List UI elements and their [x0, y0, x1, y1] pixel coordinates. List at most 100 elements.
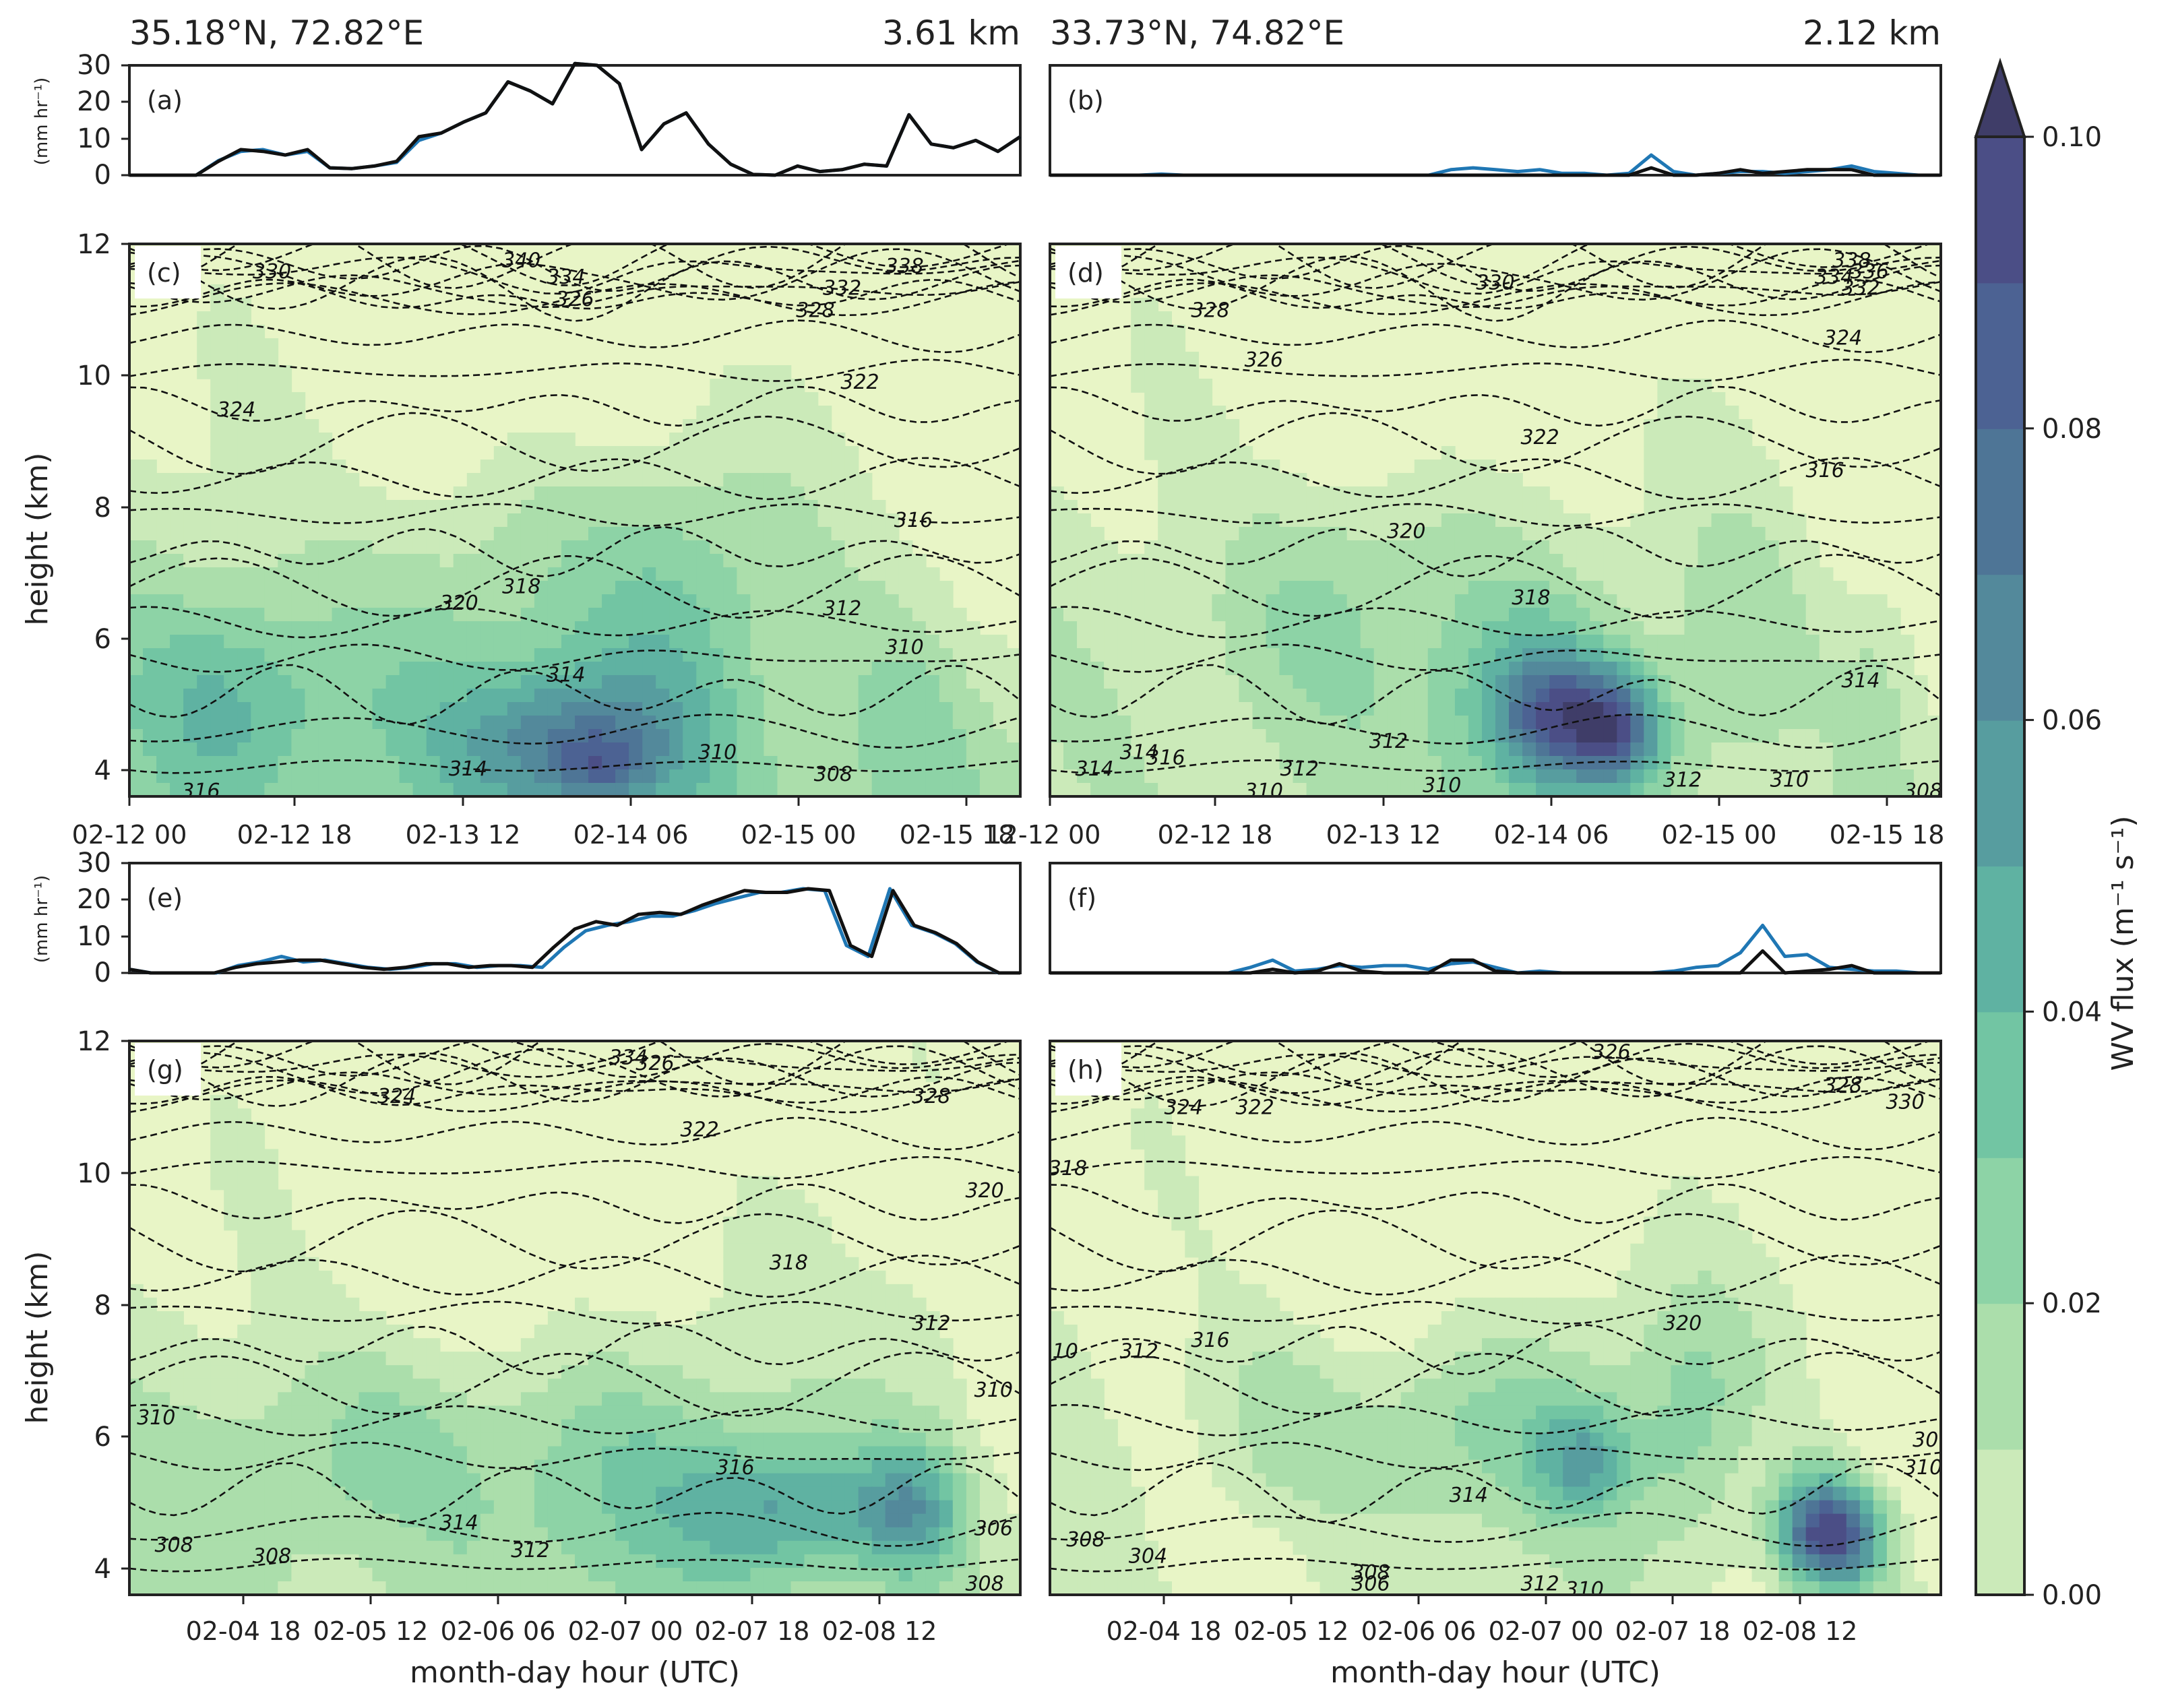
wv-flux-cell [305, 1392, 319, 1407]
wv-flux-cell [669, 540, 683, 555]
wv-flux-cell [1117, 702, 1131, 716]
wv-flux-cell [750, 1446, 765, 1461]
wv-flux-cell [710, 1567, 724, 1582]
wv-flux-cell [898, 1365, 913, 1379]
wv-flux-cell [1158, 460, 1172, 474]
wv-flux-cell [817, 1405, 832, 1420]
wv-flux-cell [305, 1284, 319, 1298]
wv-flux-cell [723, 1392, 738, 1407]
wv-flux-cell [1778, 662, 1793, 676]
wv-flux-cell [642, 581, 656, 595]
wv-flux-cell [1090, 716, 1105, 730]
wv-flux-cell [385, 1405, 400, 1420]
wv-flux-cell [237, 1365, 251, 1379]
wv-flux-cell [453, 1446, 468, 1461]
wv-flux-cell [1117, 756, 1131, 770]
wv-flux-cell [1414, 769, 1429, 784]
wv-flux-cell [143, 1297, 157, 1312]
wv-flux-cell [1144, 325, 1158, 339]
wv-flux-cell [143, 1405, 157, 1420]
wv-flux-cell [439, 621, 454, 635]
wv-flux-cell [345, 581, 360, 595]
wv-flux-cell [1549, 500, 1563, 514]
wv-flux-cell [480, 567, 495, 581]
wv-flux-cell [1698, 406, 1712, 420]
wv-flux-cell [1522, 621, 1536, 635]
wv-flux-cell [1050, 540, 1064, 555]
wv-flux-cell [723, 379, 738, 393]
wv-flux-cell [480, 1513, 495, 1528]
wv-flux-cell [332, 702, 346, 716]
wv-flux-cell [453, 702, 468, 716]
wv-flux-cell [264, 1311, 279, 1325]
xtick: 02-14 06 [1494, 820, 1609, 850]
xaxis-top-right: 12-12 00 02-12 18 02-13 12 02-14 06 02-1… [986, 796, 1944, 850]
wv-flux-cell [332, 1581, 346, 1595]
wv-flux-cell [332, 1405, 346, 1420]
wv-flux-cell [197, 635, 211, 649]
wv-flux-cell [210, 1486, 224, 1501]
wv-flux-cell [1185, 500, 1200, 514]
wv-flux-cell [507, 433, 522, 447]
wv-flux-cell [777, 1459, 792, 1474]
wv-flux-cell [224, 1419, 238, 1434]
wv-flux-cell [399, 729, 414, 743]
wv-flux-cell [615, 689, 629, 703]
wv-flux-cell [831, 1419, 846, 1434]
wv-flux-cell [1671, 446, 1685, 460]
theta-contour [1050, 385, 1941, 427]
contour-label: 308 [253, 1545, 291, 1569]
wv-flux-cell [547, 554, 562, 568]
wv-flux-cell [629, 1581, 643, 1595]
wv-flux-cell [345, 527, 360, 541]
wv-flux-cell [1536, 581, 1550, 595]
wv-flux-cell [1117, 742, 1131, 757]
wv-flux-cell [1536, 769, 1550, 784]
wv-flux-cell [1711, 1203, 1726, 1217]
wv-flux-cell [871, 1338, 886, 1352]
wv-flux-cell [439, 527, 454, 541]
wv-flux-cell [750, 554, 765, 568]
wv-flux-cell [1360, 702, 1375, 716]
wv-flux-cell [1252, 689, 1267, 703]
wv-flux-cell [669, 756, 683, 770]
wv-flux-cell [1522, 635, 1536, 649]
wv-flux-cell [251, 1527, 266, 1542]
wv-flux-cell [575, 716, 589, 730]
wv-flux-cell [777, 675, 792, 689]
wv-flux-cell [656, 554, 670, 568]
wv-flux-cell [683, 635, 697, 649]
wv-flux-cell [224, 635, 238, 649]
wv-flux-cell [615, 540, 629, 555]
wv-flux-cell [912, 1513, 927, 1528]
wv-flux-cell [1711, 742, 1726, 757]
wv-flux-cell [750, 1365, 765, 1379]
wv-flux-cell [332, 742, 346, 757]
wv-flux-cell [1185, 486, 1200, 501]
wv-flux-cell [1306, 662, 1321, 676]
wv-flux-cell [1279, 662, 1294, 676]
wv-flux-cell [183, 1365, 197, 1379]
wv-flux-cell [1698, 433, 1712, 447]
wv-flux-cell [385, 702, 400, 716]
wv-flux-cell [291, 1392, 306, 1407]
wv-flux-cell [1495, 702, 1510, 716]
wv-flux-cell [156, 689, 170, 703]
wv-flux-cell [1427, 473, 1442, 487]
wv-flux-cell [844, 1527, 859, 1542]
wv-flux-cell [1751, 675, 1766, 689]
wv-flux-cell [912, 1432, 927, 1447]
wv-flux-cell [1212, 689, 1226, 703]
wv-flux-cell [1131, 648, 1145, 662]
wv-flux-cell [993, 662, 1007, 676]
wv-flux-cell [1063, 756, 1078, 770]
contour-label: 326 [555, 288, 594, 311]
wv-flux-cell [1738, 446, 1753, 460]
wv-flux-cell [669, 1365, 683, 1379]
wv-flux-cell [925, 1527, 940, 1542]
wv-flux-cell [804, 1338, 819, 1352]
wv-flux-cell [1414, 635, 1429, 649]
wv-flux-cell [305, 1567, 319, 1582]
wv-flux-cell [1346, 554, 1361, 568]
wv-flux-cell [466, 1432, 481, 1447]
